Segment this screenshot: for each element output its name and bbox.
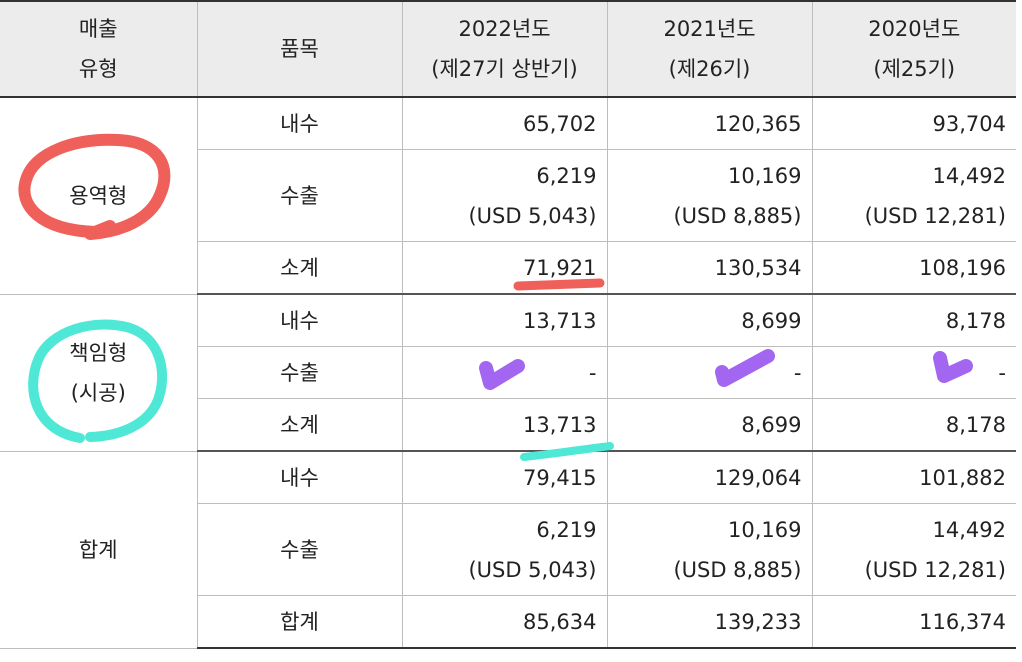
item-cell: 내수 — [196, 96, 403, 150]
item-cell: 내수 — [196, 293, 403, 347]
value-cell: - — [401, 346, 608, 399]
value-cell: 139,233 — [606, 595, 813, 649]
table-row: 소계 71,921 130,534 108,196 — [0, 241, 1016, 295]
value-cell: 108,196 — [811, 241, 1016, 295]
value-cell: 130,534 — [606, 241, 813, 295]
header-2022: 2022년도 (제27기 상반기) — [401, 0, 608, 98]
header-sales-type: 매출 유형 — [0, 0, 198, 98]
table-row: 용역형 내수 65,702 120,365 93,704 — [0, 96, 1016, 295]
header-2020: 2020년도 (제25기) — [811, 0, 1016, 98]
header-row: 매출 유형 품목 2022년도 (제27기 상반기) 2021년도 (제26기) 20… — [0, 0, 1016, 98]
sales-table: 매출 유형 품목 2022년도 (제27기 상반기) 2021년도 (제26기) 20… — [0, 0, 1016, 649]
value-cell: 85,634 — [401, 595, 608, 649]
table-row: 수출 6,219 (USD 5,043) 10,169 (USD 8,885) 14… — [0, 503, 1016, 596]
value-cell: 93,704 — [811, 96, 1016, 150]
value-cell: 8,699 — [606, 293, 813, 347]
value-cell: 13,713 — [401, 398, 608, 452]
item-cell: 소계 — [197, 398, 403, 452]
value-cell: 14,492 (USD 12,281) — [811, 503, 1016, 596]
item-cell: 내수 — [196, 450, 403, 504]
value-cell: 6,219 (USD 5,043) — [401, 149, 608, 242]
value-cell: 116,374 — [811, 595, 1016, 649]
value-cell: 79,415 — [401, 450, 608, 504]
value-cell: 8,178 — [811, 293, 1016, 347]
value-cell: 13,713 — [401, 293, 608, 347]
value-cell: - — [811, 346, 1016, 399]
value-cell: 6,219 (USD 5,043) — [401, 503, 608, 596]
value-cell: 101,882 — [811, 450, 1016, 504]
value-cell: - — [606, 346, 813, 399]
table-row: 합계 내수 79,415 129,064 101,882 — [0, 450, 1016, 649]
group-cell-service: 용역형 — [0, 96, 198, 295]
value-cell: 8,699 — [606, 398, 813, 452]
group-cell-total: 합계 — [0, 450, 198, 649]
table-row: 책임형 (시공) 내수 13,713 8,699 8,178 — [0, 293, 1016, 452]
item-cell: 합계 — [197, 595, 403, 649]
header-2021: 2021년도 (제26기) — [606, 0, 813, 98]
item-cell: 소계 — [197, 241, 403, 295]
value-cell: 8,178 — [811, 398, 1016, 452]
group-cell-construction: 책임형 (시공) — [0, 293, 198, 452]
header-item: 품목 — [196, 0, 403, 98]
value-cell: 10,169 (USD 8,885) — [606, 149, 813, 242]
value-cell: 129,064 — [606, 450, 813, 504]
item-cell: 수출 — [197, 503, 403, 596]
value-cell: 71,921 — [401, 241, 608, 295]
table-row: 합계 85,634 139,233 116,374 — [0, 595, 1016, 649]
item-cell: 수출 — [197, 346, 403, 399]
table-row: 수출 - - - — [0, 346, 1016, 399]
value-cell: 10,169 (USD 8,885) — [606, 503, 813, 596]
item-cell: 수출 — [197, 149, 403, 242]
value-cell: 14,492 (USD 12,281) — [811, 149, 1016, 242]
value-cell: 65,702 — [401, 96, 608, 150]
value-cell: 120,365 — [606, 96, 813, 150]
table-row: 수출 6,219 (USD 5,043) 10,169 (USD 8,885) 14… — [0, 149, 1016, 242]
